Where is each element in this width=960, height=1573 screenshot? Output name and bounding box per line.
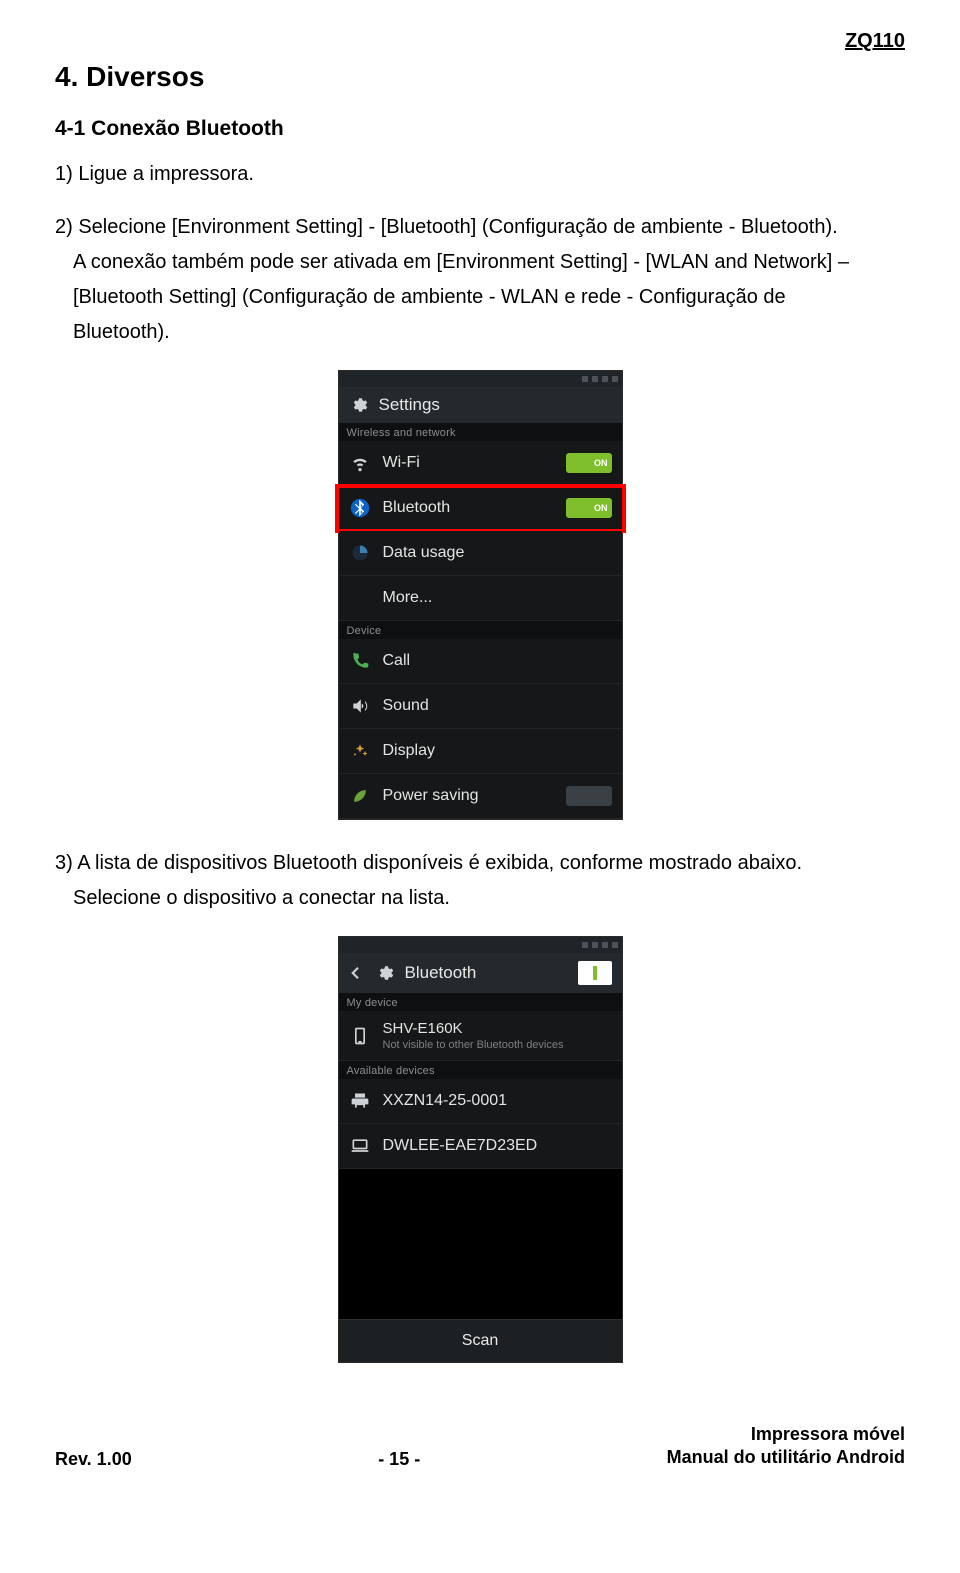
my-device-sub: Not visible to other Bluetooth devices: [383, 1039, 612, 1051]
sound-icon: [349, 695, 371, 717]
bluetooth-icon: [349, 497, 371, 519]
gear-icon: [349, 395, 369, 415]
back-icon[interactable]: [345, 963, 365, 983]
bluetooth-toggle[interactable]: ON: [566, 498, 612, 518]
row-display[interactable]: Display: [339, 729, 622, 774]
wifi-label: Wi-Fi: [383, 454, 554, 472]
row-my-device[interactable]: SHV-E160K Not visible to other Bluetooth…: [339, 1011, 622, 1061]
category-wireless: Wireless and network: [339, 423, 622, 441]
phone-device-icon: [349, 1025, 371, 1047]
display-icon: [349, 740, 371, 762]
step-2-cont-c: Bluetooth).: [73, 319, 905, 346]
gear-icon-2: [375, 963, 395, 983]
power-toggle[interactable]: [566, 786, 612, 806]
step-2: 2) Selecione [Environment Setting] - [Bl…: [55, 214, 905, 241]
scan-button[interactable]: Scan: [339, 1319, 622, 1362]
row-power-saving[interactable]: Power saving: [339, 774, 622, 819]
data-usage-icon: [349, 542, 371, 564]
row-more[interactable]: More...: [339, 576, 622, 621]
section-title: 4. Diversos: [55, 61, 905, 93]
bluetooth-screenshot: Bluetooth My device SHV-E160K Not visibl…: [338, 936, 623, 1363]
settings-screenshot: Settings Wireless and network Wi-Fi ON B…: [338, 370, 623, 820]
doc-header-code: ZQ110: [55, 30, 905, 53]
data-usage-label: Data usage: [383, 544, 612, 562]
status-bar-2: [339, 937, 622, 953]
row-call[interactable]: Call: [339, 639, 622, 684]
footer-right-2: Manual do utilitário Android: [667, 1446, 905, 1469]
step-1: 1) Ligue a impressora.: [55, 161, 905, 188]
status-bar: [339, 371, 622, 387]
sound-label: Sound: [383, 697, 612, 715]
wifi-toggle[interactable]: ON: [566, 453, 612, 473]
row-available-1[interactable]: XXZN14-25-0001: [339, 1079, 622, 1124]
category-available: Available devices: [339, 1061, 622, 1079]
category-device: Device: [339, 621, 622, 639]
row-wifi[interactable]: Wi-Fi ON: [339, 441, 622, 486]
row-sound[interactable]: Sound: [339, 684, 622, 729]
step-3b: Selecione o dispositivo a conectar na li…: [73, 885, 905, 912]
settings-title-row: Settings: [339, 387, 622, 423]
bt-master-toggle[interactable]: [578, 961, 612, 985]
step-2-cont-a: A conexão também pode ser ativada em [En…: [73, 249, 905, 276]
row-available-2[interactable]: DWLEE-EAE7D23ED: [339, 1124, 622, 1169]
call-label: Call: [383, 652, 612, 670]
bluetooth-label: Bluetooth: [383, 499, 554, 517]
step-2-cont-b: [Bluetooth Setting] (Configuração de amb…: [73, 284, 905, 311]
leaf-icon: [349, 785, 371, 807]
blank-icon: [349, 587, 371, 609]
empty-area: [339, 1169, 622, 1319]
more-label: More...: [383, 589, 612, 607]
phone-icon: [349, 650, 371, 672]
footer-right-1: Impressora móvel: [667, 1423, 905, 1446]
bluetooth-title-row[interactable]: Bluetooth: [339, 953, 622, 993]
device-1-label: XXZN14-25-0001: [383, 1092, 612, 1110]
power-label: Power saving: [383, 787, 554, 805]
settings-title: Settings: [379, 395, 612, 415]
display-label: Display: [383, 742, 612, 760]
wifi-icon: [349, 452, 371, 474]
page-footer: Rev. 1.00 - 15 - Impressora móvel Manual…: [55, 1423, 905, 1470]
row-bluetooth[interactable]: Bluetooth ON: [339, 486, 622, 531]
laptop-icon: [349, 1135, 371, 1157]
printer-icon: [349, 1090, 371, 1112]
category-my-device: My device: [339, 993, 622, 1011]
sub-section-title: 4-1 Conexão Bluetooth: [55, 117, 905, 141]
footer-rev: Rev. 1.00: [55, 1449, 132, 1470]
my-device-name: SHV-E160K: [383, 1020, 612, 1037]
row-data-usage[interactable]: Data usage: [339, 531, 622, 576]
device-2-label: DWLEE-EAE7D23ED: [383, 1137, 612, 1155]
bluetooth-screen-title: Bluetooth: [405, 963, 568, 983]
footer-page: - 15 -: [378, 1449, 420, 1470]
step-3a: 3) A lista de dispositivos Bluetooth dis…: [55, 850, 905, 877]
